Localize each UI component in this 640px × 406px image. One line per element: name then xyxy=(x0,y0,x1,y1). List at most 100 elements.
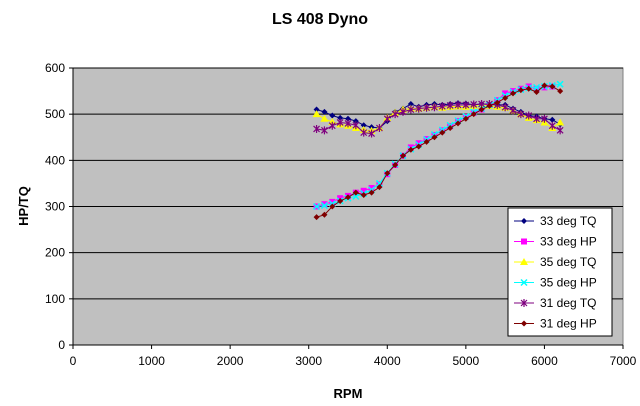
data-point-31-deg-hp xyxy=(321,211,328,218)
data-point-31-deg-tq xyxy=(415,104,423,113)
data-point-31-deg-tq xyxy=(548,121,556,130)
data-point-31-deg-tq xyxy=(423,103,430,112)
chart-title: LS 408 Dyno xyxy=(272,11,368,28)
data-point-33-deg-hp xyxy=(321,201,328,208)
data-point-31-deg-hp xyxy=(392,161,399,168)
data-point-31-deg-hp xyxy=(517,87,524,94)
data-point-31-deg-tq xyxy=(344,119,352,128)
data-point-31-deg-hp xyxy=(376,184,383,191)
data-point-31-deg-tq xyxy=(431,103,438,112)
data-point-31-deg-hp xyxy=(455,120,461,127)
y-tick-label: 500 xyxy=(45,107,65,121)
legend-swatch-marker xyxy=(520,258,528,265)
data-point-33-deg-tq xyxy=(360,122,367,129)
data-point-33-deg-tq xyxy=(337,114,344,121)
data-point-33-deg-tq xyxy=(321,108,328,115)
data-point-31-deg-tq xyxy=(438,102,446,111)
data-point-31-deg-hp xyxy=(329,203,336,210)
data-point-31-deg-hp xyxy=(345,194,351,201)
data-point-33-deg-tq xyxy=(345,115,351,122)
y-tick-label: 200 xyxy=(45,246,65,260)
legend-item-33-deg-tq: 33 deg TQ xyxy=(514,214,596,228)
data-point-31-deg-hp xyxy=(494,99,501,106)
y-tick-label: 100 xyxy=(45,292,65,306)
x-tick-label: 3000 xyxy=(295,354,322,368)
data-point-35-deg-tq xyxy=(556,118,565,126)
data-point-31-deg-hp xyxy=(313,214,320,221)
data-point-31-deg-tq xyxy=(321,126,328,135)
data-point-33-deg-tq xyxy=(549,116,556,123)
x-tick-label: 6000 xyxy=(531,354,558,368)
y-tick-label: 0 xyxy=(58,338,65,352)
data-point-33-deg-hp xyxy=(502,90,509,97)
data-point-31-deg-tq xyxy=(391,110,399,119)
data-point-31-deg-tq xyxy=(376,124,383,133)
data-point-35-deg-hp xyxy=(556,80,564,88)
data-point-35-deg-hp xyxy=(533,83,541,91)
legend-item-33-deg-hp: 33 deg HP xyxy=(514,235,597,249)
legend-swatch-marker xyxy=(521,320,527,327)
data-point-35-deg-tq xyxy=(320,114,329,122)
data-point-33-deg-tq xyxy=(329,112,336,119)
y-tick-label: 300 xyxy=(45,200,65,214)
legend-item-31-deg-tq: 31 deg TQ xyxy=(514,296,596,310)
data-point-31-deg-tq xyxy=(454,100,462,109)
data-point-31-deg-hp xyxy=(470,111,477,118)
data-point-31-deg-tq xyxy=(470,100,478,109)
data-point-31-deg-tq xyxy=(368,129,375,138)
data-point-31-deg-hp xyxy=(352,189,359,196)
data-point-31-deg-tq xyxy=(509,106,517,115)
x-axis-label: RPM xyxy=(334,386,363,401)
data-point-31-deg-hp xyxy=(557,88,564,95)
data-point-31-deg-tq xyxy=(556,126,564,135)
data-point-31-deg-hp xyxy=(533,89,540,96)
data-point-31-deg-tq xyxy=(360,128,368,137)
data-point-31-deg-hp xyxy=(462,115,469,122)
data-point-31-deg-hp xyxy=(502,95,509,102)
legend-label: 31 deg TQ xyxy=(540,296,596,310)
legend-swatch-marker xyxy=(521,238,527,245)
legend-swatch-marker xyxy=(520,278,528,287)
data-point-31-deg-tq xyxy=(517,110,525,119)
series-31-deg-tq xyxy=(313,100,564,138)
legend-label: 35 deg HP xyxy=(540,276,597,290)
data-point-31-deg-tq xyxy=(533,114,540,123)
data-point-35-deg-hp xyxy=(313,202,321,211)
data-point-31-deg-tq xyxy=(383,114,391,123)
data-point-31-deg-hp xyxy=(486,102,493,109)
data-point-31-deg-hp xyxy=(431,134,438,141)
data-point-31-deg-tq xyxy=(462,100,470,109)
legend: 33 deg TQ 33 deg HP 35 deg TQ 35 deg HP 31 d… xyxy=(507,207,613,337)
data-point-31-deg-hp xyxy=(384,170,391,177)
legend-label: 33 deg HP xyxy=(540,235,597,249)
data-point-31-deg-tq xyxy=(501,103,509,112)
y-axis-label: HP/TQ xyxy=(16,186,31,226)
data-point-31-deg-hp xyxy=(439,129,446,136)
data-point-35-deg-hp xyxy=(375,179,383,187)
series-31-deg-hp xyxy=(313,82,564,221)
data-point-31-deg-tq xyxy=(328,121,336,130)
legend-item-35-deg-hp: 35 deg HP xyxy=(514,276,597,290)
axes xyxy=(69,67,624,349)
data-point-31-deg-hp xyxy=(447,125,454,132)
data-point-31-deg-hp xyxy=(407,146,414,153)
data-point-33-deg-hp xyxy=(415,140,422,147)
legend-swatch-marker xyxy=(520,299,528,307)
data-point-31-deg-hp xyxy=(360,191,367,198)
data-point-31-deg-tq xyxy=(336,118,344,127)
legend-label: 33 deg TQ xyxy=(540,214,596,228)
x-tick-label: 1000 xyxy=(138,354,165,368)
data-point-31-deg-hp xyxy=(337,197,344,204)
legend-item-35-deg-tq: 35 deg TQ xyxy=(514,255,596,269)
data-point-31-deg-tq xyxy=(525,111,533,120)
data-point-35-deg-tq xyxy=(312,110,321,118)
data-point-31-deg-hp xyxy=(368,189,375,196)
data-point-31-deg-tq xyxy=(407,105,415,114)
data-point-31-deg-hp xyxy=(525,85,532,92)
data-point-31-deg-hp xyxy=(400,152,406,159)
x-tick-label: 0 xyxy=(70,354,77,368)
data-point-31-deg-hp xyxy=(549,83,556,90)
